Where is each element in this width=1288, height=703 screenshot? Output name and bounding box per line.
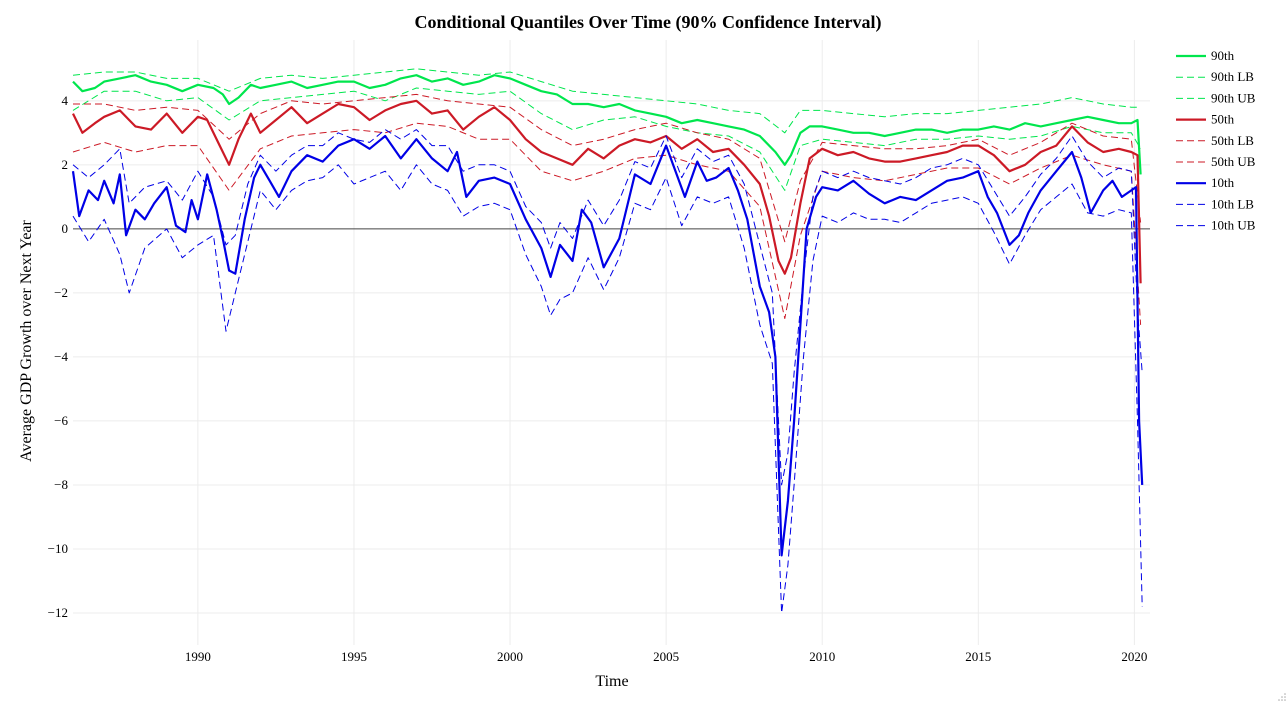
series-line-10th-ub — [72, 129, 1143, 486]
legend-label: 90th — [1211, 48, 1235, 63]
series-line-10th — [71, 134, 1144, 557]
x-tick-label: 2015 — [965, 649, 991, 664]
y-tick-label: −4 — [54, 349, 68, 364]
series-line-50th-lb — [72, 122, 1142, 325]
series-line-50th — [72, 99, 1142, 284]
series-line-10th-lb — [72, 164, 1143, 614]
y-axis-ticks: −12 −10 −8 −6 −4 −2 0 2 4 — [48, 93, 69, 620]
y-tick-label: 4 — [62, 93, 69, 108]
x-tick-label: 1990 — [185, 649, 211, 664]
y-tick-label: −12 — [48, 605, 68, 620]
x-axis-title: Time — [595, 673, 628, 690]
y-tick-label: −8 — [54, 477, 68, 492]
y-axis-title: Average GDP Growth over Next Year — [18, 219, 35, 461]
x-tick-label: 2005 — [653, 649, 679, 664]
series-line-50th-ub — [73, 93, 1142, 243]
resize-grip-icon[interactable] — [1278, 693, 1286, 701]
legend-label: 10th UB — [1211, 218, 1256, 233]
legend-label: 50th — [1211, 112, 1235, 127]
legend[interactable]: 90th 90th LB 90th UB 50th 50th LB 50th UB 10th… — [1176, 48, 1256, 233]
series-line-90th-lb — [72, 87, 1142, 191]
x-tick-label: 2010 — [809, 649, 835, 664]
x-tick-label: 2020 — [1121, 649, 1147, 664]
legend-label: 50th LB — [1211, 133, 1254, 148]
legend-item-50th[interactable]: 50th — [1176, 112, 1235, 127]
legend-item-90th-ub[interactable]: 90th UB — [1176, 90, 1256, 105]
y-tick-label: −2 — [54, 285, 68, 300]
y-tick-label: 0 — [62, 221, 69, 236]
y-tick-label: 2 — [62, 157, 69, 172]
legend-item-90th-lb[interactable]: 90th LB — [1176, 69, 1254, 84]
legend-label: 90th UB — [1211, 90, 1256, 105]
y-tick-label: −6 — [54, 413, 68, 428]
series-line-90th — [72, 74, 1142, 175]
legend-item-50th-ub[interactable]: 50th UB — [1176, 154, 1256, 169]
legend-item-50th-lb[interactable]: 50th LB — [1176, 133, 1254, 148]
legend-label: 90th LB — [1211, 69, 1254, 84]
legend-item-10th[interactable]: 10th — [1176, 175, 1235, 190]
legend-item-10th-ub[interactable]: 10th UB — [1176, 218, 1256, 233]
chart-title: Conditional Quantiles Over Time (90% Con… — [414, 12, 881, 33]
legend-item-90th[interactable]: 90th — [1176, 48, 1235, 63]
grid — [73, 40, 1150, 645]
legend-label: 50th UB — [1211, 154, 1256, 169]
legend-item-10th-lb[interactable]: 10th LB — [1176, 196, 1254, 211]
series-line-90th-ub — [72, 68, 1141, 134]
series-layer — [71, 68, 1144, 614]
legend-label: 10th — [1211, 175, 1235, 190]
x-axis-ticks: 1990 1995 2000 2005 2010 2015 2020 — [185, 649, 1148, 664]
y-tick-label: −10 — [48, 541, 68, 556]
x-tick-label: 1995 — [341, 649, 367, 664]
x-tick-label: 2000 — [497, 649, 523, 664]
legend-label: 10th LB — [1211, 196, 1254, 211]
